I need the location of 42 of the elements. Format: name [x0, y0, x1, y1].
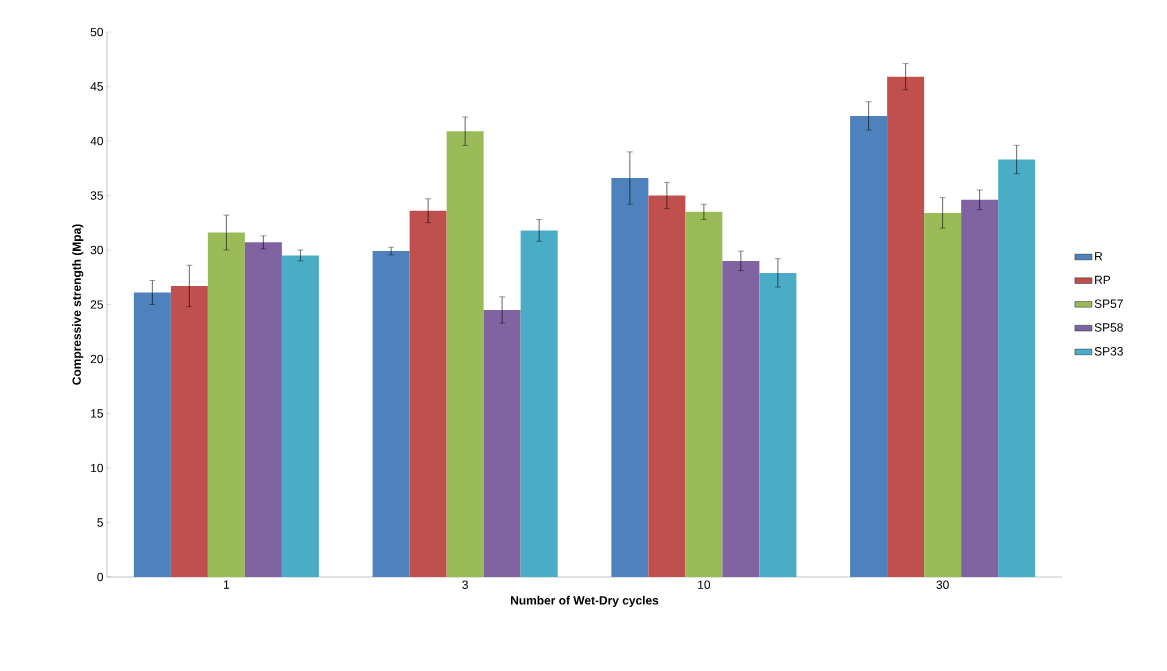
legend-label: SP33	[1094, 347, 1123, 356]
bar	[170, 285, 208, 577]
bar	[961, 199, 999, 577]
y-tick-label: 45	[90, 82, 103, 91]
x-tick-label: 10	[698, 580, 711, 589]
bar	[409, 210, 447, 577]
y-tick-label: 5	[97, 518, 103, 527]
bar	[483, 309, 521, 577]
y-tick-label: 15	[91, 409, 103, 418]
y-axis-title: Compressive strength (Mpa)	[72, 224, 84, 385]
bar	[887, 76, 925, 577]
bar	[722, 260, 760, 577]
y-tick-label: 20	[90, 354, 104, 364]
legend-label: RP	[1095, 275, 1111, 285]
x-tick-label: 1	[223, 580, 230, 589]
bar	[648, 195, 686, 577]
bar	[924, 212, 962, 577]
y-tick-label: 40	[90, 136, 104, 146]
bar	[520, 230, 558, 577]
bar	[685, 211, 723, 577]
bar	[446, 131, 484, 577]
bar	[244, 242, 282, 577]
y-tick-label: 10	[91, 463, 104, 473]
x-tick-label: 3	[462, 580, 468, 589]
x-tick-label: 30	[936, 580, 949, 589]
bar	[372, 251, 410, 577]
y-tick-label: 30	[90, 245, 104, 255]
legend-label: R	[1095, 252, 1103, 261]
legend-label: SP57	[1094, 299, 1123, 308]
x-axis-title: Number of Wet-Dry cycles	[511, 595, 659, 607]
bar	[850, 115, 888, 577]
bar	[759, 272, 797, 577]
y-tick-label: 0	[97, 572, 104, 582]
bar	[281, 255, 319, 577]
y-tick-label: 35	[90, 191, 103, 200]
bar	[133, 292, 171, 577]
bar	[207, 232, 245, 577]
y-tick-label: 25	[90, 300, 103, 309]
legend-label: SP58	[1094, 323, 1123, 332]
bar	[611, 178, 649, 577]
y-tick-label: 50	[90, 27, 104, 37]
bar	[998, 159, 1036, 577]
